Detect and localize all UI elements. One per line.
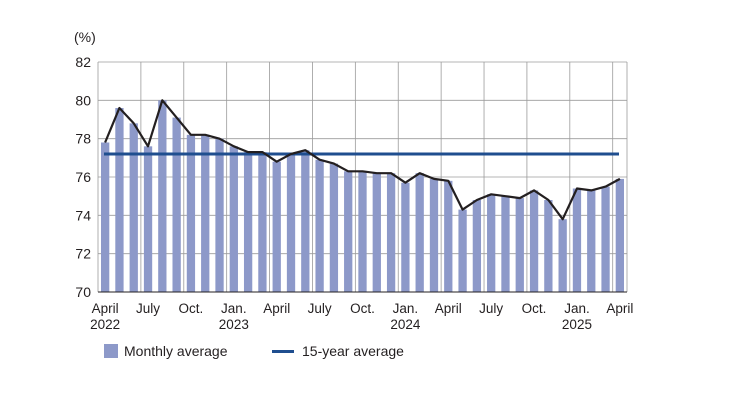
legend-swatch-monthly-average (104, 344, 118, 358)
x-tick-label-line: April (263, 301, 290, 316)
bar-monthly-average (344, 171, 353, 292)
y-unit-label: (%) (74, 29, 96, 45)
bar-monthly-average (272, 161, 281, 292)
bar-monthly-average (172, 117, 181, 292)
bar-monthly-average (458, 209, 467, 292)
bar-monthly-average (487, 194, 496, 292)
x-tick-label: July (308, 301, 332, 316)
bar-monthly-average (472, 200, 482, 292)
x-tick-label-line: April (92, 301, 119, 316)
line-monthly-average (104, 99, 621, 221)
y-tick-label: 80 (75, 92, 91, 108)
x-tick-label-line: Oct. (522, 301, 547, 316)
legend: Monthly average 15-year average (0, 343, 730, 365)
x-tick-label: April 2022 (90, 301, 120, 332)
x-tick-label: Oct. (350, 301, 375, 316)
x-tick-label: Jan. 2024 (390, 301, 421, 332)
x-tick-label-line: 2023 (219, 317, 249, 332)
legend-item-15-year-average: 15-year average (272, 343, 404, 359)
legend-label-15-year-average: 15-year average (302, 343, 404, 359)
bar-monthly-average (286, 154, 296, 292)
x-tick-label-line: Oct. (179, 301, 204, 316)
bar-monthly-average (186, 134, 196, 292)
bar-monthly-average (158, 100, 167, 292)
bar-monthly-average (215, 138, 224, 292)
x-tick-label: Jan. 2025 (562, 301, 592, 332)
bar-monthly-average (444, 180, 453, 292)
bar-monthly-average (258, 152, 267, 292)
y-tick-label: 82 (75, 54, 91, 70)
x-tick-label: Oct. (522, 301, 547, 316)
bar-monthly-average (358, 171, 367, 292)
bar-monthly-average (501, 196, 510, 292)
x-tick-label-line: 2022 (90, 317, 120, 332)
legend-item-monthly-average: Monthly average (104, 343, 228, 359)
bar-monthly-average (201, 134, 210, 292)
bar-monthly-average (415, 173, 424, 292)
bar-monthly-average (615, 178, 624, 292)
x-tick-label-line: July (308, 301, 332, 316)
x-tick-label-line: 2024 (390, 317, 421, 332)
bar-monthly-average (229, 146, 238, 292)
bar-monthly-average (386, 173, 396, 292)
x-tick-label: April (606, 301, 633, 316)
y-tick-label: 70 (75, 284, 91, 300)
x-tick-label-line: Jan. (393, 301, 419, 316)
y-tick-label: 72 (75, 246, 91, 262)
legend-swatch-15-year-average (272, 349, 294, 353)
bar-monthly-average (143, 146, 153, 292)
bar-monthly-average (515, 198, 524, 292)
bar-monthly-average (544, 200, 553, 292)
bar-monthly-average (572, 188, 582, 292)
x-tick-label: Oct. (179, 301, 204, 316)
x-tick-label-line: July (136, 301, 160, 316)
x-tick-label: April (435, 301, 462, 316)
bar-monthly-average (429, 178, 439, 292)
x-tick-label-line: Oct. (350, 301, 375, 316)
bar-monthly-average (372, 173, 381, 292)
y-tick-label: 76 (75, 169, 91, 185)
bar-monthly-average (315, 159, 324, 292)
x-tick-label-line: 2025 (562, 317, 592, 332)
bar-monthly-average (329, 163, 339, 292)
x-tick-label: April (263, 301, 290, 316)
x-tick-label: July (136, 301, 160, 316)
x-tick-label-line: April (435, 301, 462, 316)
legend-label-monthly-average: Monthly average (124, 343, 228, 359)
x-tick-label-line: Jan. (221, 301, 247, 316)
bar-monthly-average (101, 142, 110, 292)
x-tick-label: July (479, 301, 503, 316)
y-tick-label: 74 (75, 207, 91, 223)
bar-monthly-average (601, 186, 610, 292)
bar-monthly-average (558, 219, 567, 292)
bar-monthly-average (529, 190, 539, 292)
bar-monthly-average (129, 123, 138, 292)
bar-monthly-average (401, 182, 410, 292)
x-tick-label-line: April (606, 301, 633, 316)
x-tick-label-line: July (479, 301, 503, 316)
y-tick-label: 78 (75, 131, 91, 147)
bar-monthly-average (243, 152, 253, 292)
bar-monthly-average (115, 108, 124, 292)
x-tick-label-line: Jan. (564, 301, 590, 316)
bar-monthly-average (587, 190, 596, 292)
x-tick-label: Jan. 2023 (219, 301, 249, 332)
bar-monthly-average (301, 150, 310, 292)
